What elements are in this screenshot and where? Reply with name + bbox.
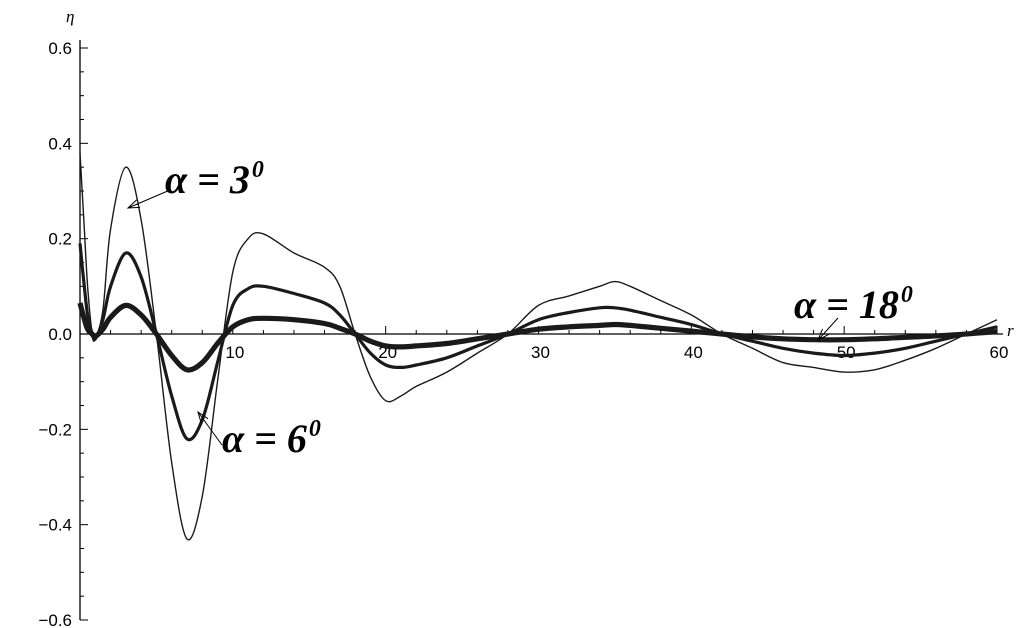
annotation-arrow [127,189,171,209]
annotation-arrowhead [817,328,829,342]
annotation-arrowhead [197,410,209,424]
y-tick-label: 0.6 [48,39,72,58]
annotation-alpha-18: α = 180 [794,282,913,342]
annotation-alpha-6: α = 60 [197,410,321,461]
x-axis-label: r [1007,321,1014,340]
x-tick-label: 30 [531,343,550,362]
x-tick-label: 10 [225,343,244,362]
series-alpha-6-line [78,243,998,442]
annotation-alpha-3: α = 30 [126,157,264,209]
annotation-text: α = 60 [222,416,321,461]
y-tick-label: −0.2 [38,420,72,439]
annotation-layer: α = 30 α = 60 α = 180 [126,157,913,461]
x-tick-label: 40 [684,343,703,362]
y-tick-label: −0.6 [38,611,72,628]
y-axis-label: η [66,7,74,26]
annotation-text: α = 180 [794,282,913,327]
annotation-arrow [197,411,223,446]
annotation-arrow [817,317,839,341]
y-tick-label: 0.2 [48,230,72,249]
series-alpha-18-line [77,302,998,373]
y-tick-label: 0.4 [48,134,72,153]
annotation-text: α = 30 [165,157,264,202]
x-tick-label: 50 [837,343,856,362]
series-layer [77,152,998,541]
y-tick-label: 0.0 [48,325,72,344]
x-tick-label: 60 [990,343,1009,362]
series-alpha-3-line [79,152,998,541]
y-tick-label: −0.4 [38,516,72,535]
annotation-arrowhead [126,199,141,209]
